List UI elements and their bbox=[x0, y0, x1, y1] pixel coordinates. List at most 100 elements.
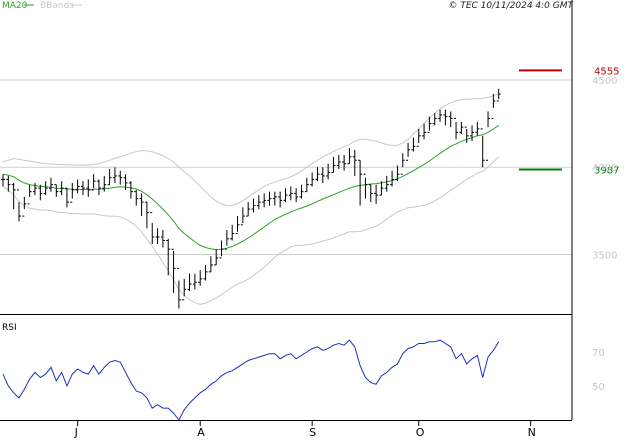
price-bar bbox=[459, 121, 464, 135]
price-bar bbox=[256, 195, 261, 210]
price-bar bbox=[432, 113, 437, 126]
price-bar bbox=[352, 149, 357, 176]
price-bar bbox=[438, 109, 443, 122]
rsi-layer bbox=[2, 339, 500, 421]
price-bar bbox=[144, 201, 149, 229]
price-bar bbox=[208, 256, 213, 273]
chart-credit: © TEC 10/11/2024 4:0 GMT bbox=[448, 1, 574, 11]
price-bar bbox=[358, 159, 363, 206]
price-bar bbox=[400, 153, 405, 175]
price-bar bbox=[267, 191, 272, 206]
price-bar bbox=[368, 184, 373, 203]
price-bar bbox=[32, 182, 37, 196]
price-bar bbox=[347, 148, 352, 165]
price-bar bbox=[192, 273, 197, 290]
price-bar bbox=[70, 182, 75, 203]
price-bar bbox=[6, 175, 11, 192]
price-bar bbox=[64, 187, 69, 208]
price-bar bbox=[464, 126, 469, 143]
price-bar bbox=[166, 238, 171, 276]
price-bar bbox=[422, 123, 427, 140]
price-bar bbox=[112, 167, 117, 183]
price-bar bbox=[299, 184, 304, 199]
ma20-line bbox=[2, 124, 499, 251]
price-bar bbox=[230, 224, 235, 241]
price-bar bbox=[139, 193, 144, 217]
rsi-y-tick-label: 70 bbox=[592, 348, 605, 359]
month-tick-label: N bbox=[528, 426, 536, 439]
price-bar bbox=[262, 193, 267, 208]
bbands-lower-line bbox=[2, 156, 500, 305]
price-bar bbox=[11, 182, 16, 210]
price-bar bbox=[80, 181, 85, 196]
price-bar bbox=[326, 163, 331, 180]
month-tick-label: A bbox=[197, 426, 205, 439]
price-bar bbox=[235, 216, 240, 235]
grid-layer bbox=[0, 79, 572, 255]
price-bar bbox=[102, 175, 107, 192]
price-y-tick-label: 4500 bbox=[592, 76, 617, 87]
rsi-line bbox=[2, 339, 500, 421]
price-bar bbox=[336, 155, 341, 169]
price-bar bbox=[27, 184, 32, 205]
price-bar bbox=[176, 267, 181, 309]
legend-bbands-label: BBands bbox=[40, 1, 74, 11]
price-bar bbox=[150, 212, 155, 244]
price-bar bbox=[38, 184, 43, 201]
price-bar bbox=[379, 181, 384, 196]
price-bar bbox=[315, 167, 320, 182]
price-bar bbox=[384, 175, 389, 192]
price-bar bbox=[491, 93, 496, 119]
price-bar bbox=[310, 172, 315, 187]
price-bar bbox=[304, 177, 309, 193]
price-y-tick-label: 3500 bbox=[592, 250, 617, 261]
price-bar bbox=[187, 273, 192, 292]
price-bar bbox=[240, 207, 245, 226]
price-bar bbox=[294, 188, 299, 203]
month-tick-label: J bbox=[74, 426, 78, 439]
ma20-layer bbox=[2, 124, 499, 251]
price-bar bbox=[320, 167, 325, 183]
price-bar bbox=[342, 155, 347, 171]
price-bar bbox=[107, 168, 112, 186]
price-bar bbox=[363, 173, 368, 199]
price-bar bbox=[75, 179, 80, 194]
month-tick-label: O bbox=[416, 426, 425, 439]
price-bar bbox=[91, 174, 96, 191]
price-bar bbox=[160, 230, 165, 248]
price-bar bbox=[198, 270, 203, 286]
price-bar bbox=[118, 170, 123, 185]
price-bar bbox=[374, 184, 379, 204]
price-bar bbox=[203, 264, 208, 281]
price-bar bbox=[331, 156, 336, 173]
price-bar bbox=[59, 181, 64, 196]
legend-ma20-label: MA20 bbox=[2, 1, 28, 11]
price-bar bbox=[96, 179, 101, 196]
price-bar bbox=[416, 128, 421, 147]
price-bar bbox=[406, 142, 411, 161]
price-markers-layer: 4555 3987 bbox=[519, 66, 619, 177]
month-tick-label: S bbox=[309, 426, 316, 439]
price-bar bbox=[283, 188, 288, 203]
rsi-panel-label: RSI bbox=[2, 323, 17, 333]
price-bar bbox=[155, 228, 160, 244]
price-bar bbox=[246, 202, 251, 217]
price-bar bbox=[214, 249, 219, 266]
support-marker-label: 3987 bbox=[594, 166, 619, 177]
price-bar bbox=[486, 111, 491, 161]
price-bar bbox=[448, 111, 453, 128]
price-bar bbox=[171, 248, 176, 293]
price-bars-layer bbox=[1, 88, 501, 309]
price-bar bbox=[1, 174, 5, 187]
rsi-y-tick-label: 50 bbox=[592, 382, 605, 393]
price-bar bbox=[411, 137, 416, 152]
price-bar bbox=[390, 170, 395, 187]
price-bar bbox=[288, 186, 293, 201]
price-bar bbox=[454, 117, 459, 140]
price-bar bbox=[480, 128, 485, 168]
price-bar bbox=[182, 278, 187, 301]
bbands-upper-line bbox=[2, 93, 499, 207]
price-bar bbox=[219, 240, 224, 259]
